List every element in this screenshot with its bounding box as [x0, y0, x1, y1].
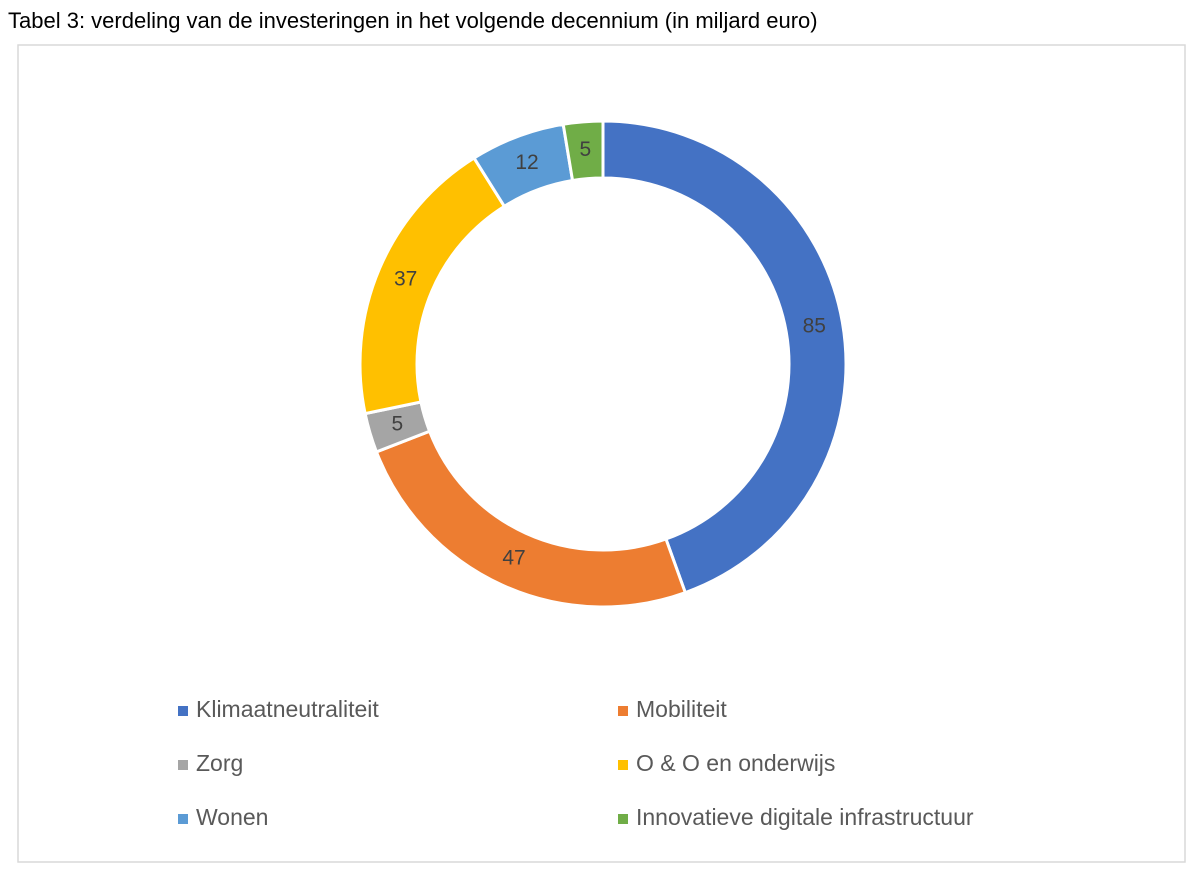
legend-label: Innovatieve digitale infrastructuur: [636, 804, 974, 830]
doughnut-slice: [561, 119, 605, 183]
chart-frame: [17, 44, 1186, 863]
data-label: 5: [580, 138, 592, 161]
chart-title: Tabel 3: verdeling van de investeringen …: [8, 8, 818, 33]
legend-swatch: [178, 706, 188, 716]
data-label: 12: [515, 151, 538, 174]
doughnut-slice: [601, 119, 848, 595]
data-label: 85: [803, 315, 826, 338]
legend-swatch: [618, 814, 628, 824]
data-label: 47: [502, 547, 525, 570]
legend-label: Wonen: [196, 804, 268, 830]
legend-swatch: [618, 706, 628, 716]
data-label: 5: [391, 412, 403, 435]
legend-swatch: [618, 760, 628, 770]
legend-label: Klimaatneutraliteit: [196, 696, 379, 722]
legend-label: Mobiliteit: [636, 696, 727, 722]
legend-label: O & O en onderwijs: [636, 750, 835, 776]
legend-swatch: [178, 760, 188, 770]
legend-label: Zorg: [196, 750, 243, 776]
legend-swatch: [178, 814, 188, 824]
data-label: 37: [394, 267, 417, 290]
